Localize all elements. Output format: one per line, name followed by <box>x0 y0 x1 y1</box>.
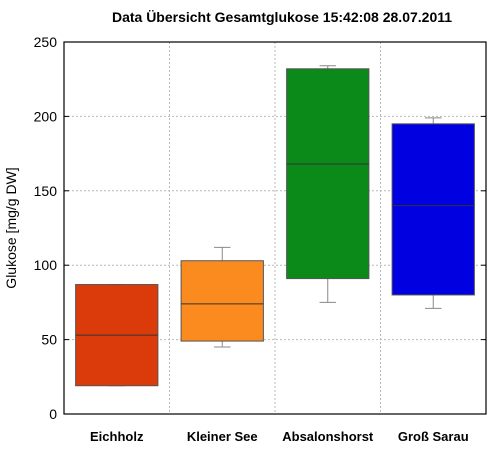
plot-frame <box>63 41 487 415</box>
y-tick-label: 50 <box>41 332 57 348</box>
box-rect <box>180 260 264 342</box>
box-2 <box>286 65 370 303</box>
box-3 <box>391 117 475 309</box>
box-rect <box>286 68 370 280</box>
y-tick-label: 200 <box>34 108 58 124</box>
x-category-label: Kleiner See <box>187 429 258 444</box>
box-0 <box>75 284 159 387</box>
x-category-label: Absalonshorst <box>282 429 374 444</box>
y-tick-labels: 0 50 100 150 200 250 <box>34 34 58 422</box>
chart-title: Data Übersicht Gesamtglukose 15:42:08 28… <box>112 9 452 25</box>
x-category-labels: Eichholz Kleiner See Absalonshorst Groß Sar… <box>90 429 469 444</box>
grid-lines <box>64 42 486 414</box>
box-rect <box>391 123 475 296</box>
y-tick-label: 250 <box>34 34 58 50</box>
box-1 <box>180 246 264 348</box>
y-axis-label: Glukose [mg/g DW] <box>3 167 19 288</box>
axes <box>63 41 487 415</box>
x-category-label: Groß Sarau <box>398 429 469 444</box>
x-category-label: Eichholz <box>90 429 144 444</box>
y-tick-label: 150 <box>34 183 58 199</box>
y-tick-label: 0 <box>49 406 57 422</box>
box-series <box>75 65 475 387</box>
y-tick-label: 100 <box>34 257 58 273</box>
